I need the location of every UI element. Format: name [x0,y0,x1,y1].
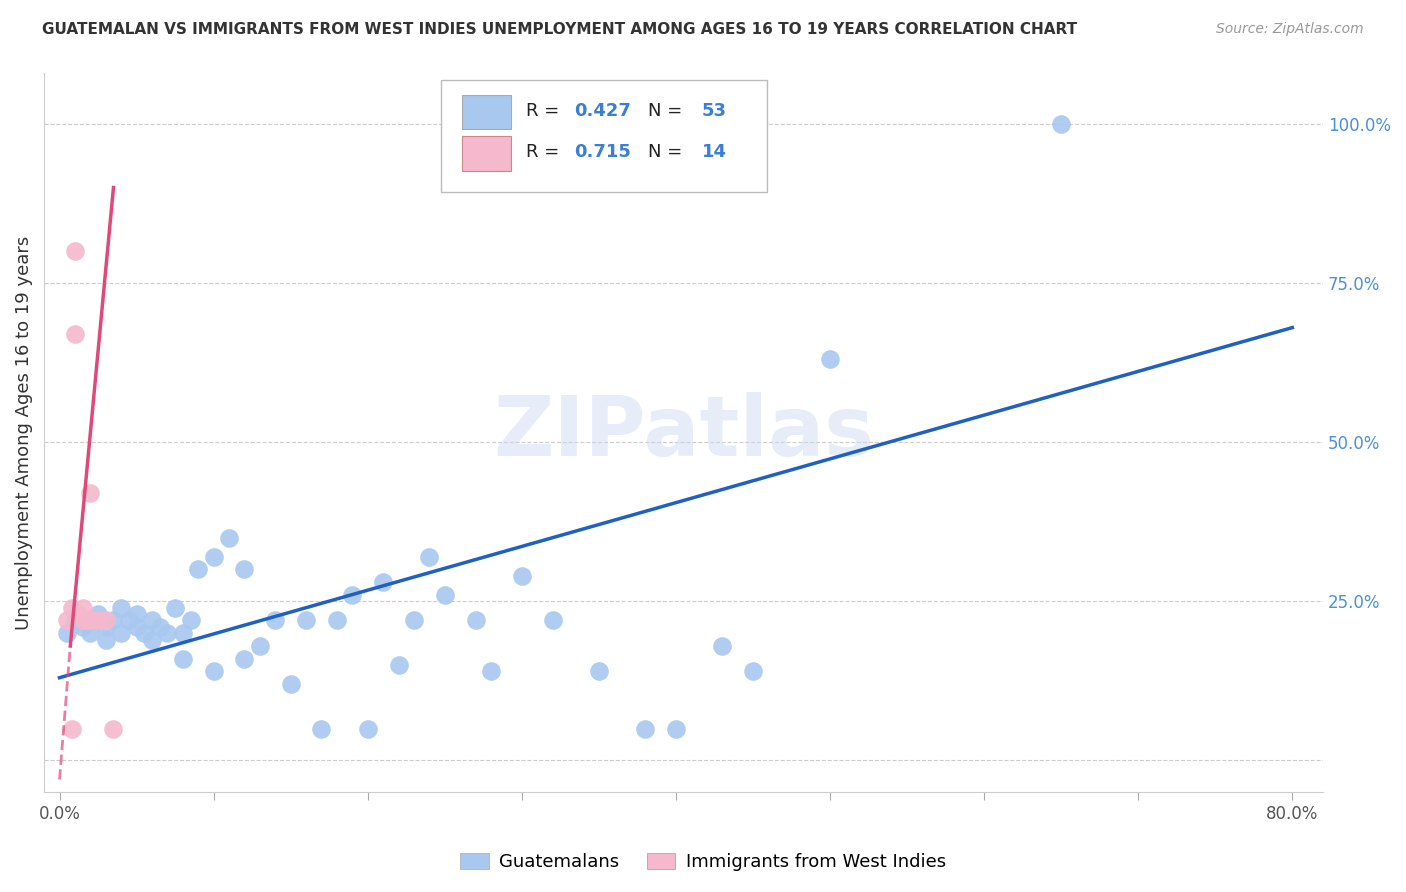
Point [402,614,425,628]
Text: R =: R = [526,102,565,120]
Point [202,549,225,564]
Text: GUATEMALAN VS IMMIGRANTS FROM WEST INDIES UNEMPLOYMENT AMONG AGES 16 TO 19 YEARS: GUATEMALAN VS IMMIGRANTS FROM WEST INDIE… [42,22,1077,37]
Point [711,639,734,653]
Point [510,569,533,583]
Point [1050,117,1073,131]
Point [233,562,256,576]
Point [72,600,94,615]
Point [87,607,110,621]
Text: ZIPatlas: ZIPatlas [494,392,875,473]
Point [418,549,440,564]
Point [94,632,117,647]
Point [72,620,94,634]
Point [818,352,841,367]
Text: N =: N = [648,102,688,120]
Point [76,614,98,628]
Point [141,632,163,647]
Point [249,639,271,653]
Point [233,651,256,665]
Point [63,326,86,341]
Point [742,665,765,679]
Text: 0.427: 0.427 [574,102,630,120]
Point [202,665,225,679]
FancyBboxPatch shape [463,95,510,129]
Point [433,588,456,602]
Point [479,665,502,679]
Point [79,486,101,500]
Point [357,722,380,736]
Point [464,614,486,628]
Point [541,614,564,628]
Point [60,722,83,736]
Point [172,651,194,665]
Point [149,620,172,634]
Point [56,626,79,640]
Legend: Guatemalans, Immigrants from West Indies: Guatemalans, Immigrants from West Indies [453,846,953,879]
Point [103,722,125,736]
Point [79,614,101,628]
Point [72,614,94,628]
Point [125,620,148,634]
Point [179,614,201,628]
Point [79,614,101,628]
Text: 53: 53 [702,102,727,120]
Point [634,722,657,736]
Point [264,614,287,628]
Point [118,614,141,628]
Point [588,665,610,679]
Point [63,614,86,628]
Point [371,575,394,590]
Point [218,531,240,545]
Point [63,244,86,259]
Text: Source: ZipAtlas.com: Source: ZipAtlas.com [1216,22,1364,37]
Point [125,607,148,621]
Point [156,626,179,640]
Text: 0.715: 0.715 [574,144,630,161]
Point [165,600,187,615]
FancyBboxPatch shape [463,136,510,170]
Point [311,722,333,736]
Point [94,620,117,634]
Point [110,626,132,640]
Text: N =: N = [648,144,688,161]
Point [66,607,89,621]
Point [280,677,302,691]
Point [103,614,125,628]
Text: R =: R = [526,144,565,161]
Point [110,600,132,615]
Point [172,626,194,640]
Point [326,614,349,628]
Point [79,626,101,640]
Text: 14: 14 [702,144,727,161]
Point [342,588,364,602]
Point [60,600,83,615]
Point [387,657,409,672]
Point [187,562,209,576]
Point [94,614,117,628]
Point [56,614,79,628]
Y-axis label: Unemployment Among Ages 16 to 19 years: Unemployment Among Ages 16 to 19 years [15,235,32,630]
Point [87,614,110,628]
Point [665,722,688,736]
Point [295,614,318,628]
Point [141,614,163,628]
FancyBboxPatch shape [440,80,766,192]
Point [134,626,156,640]
